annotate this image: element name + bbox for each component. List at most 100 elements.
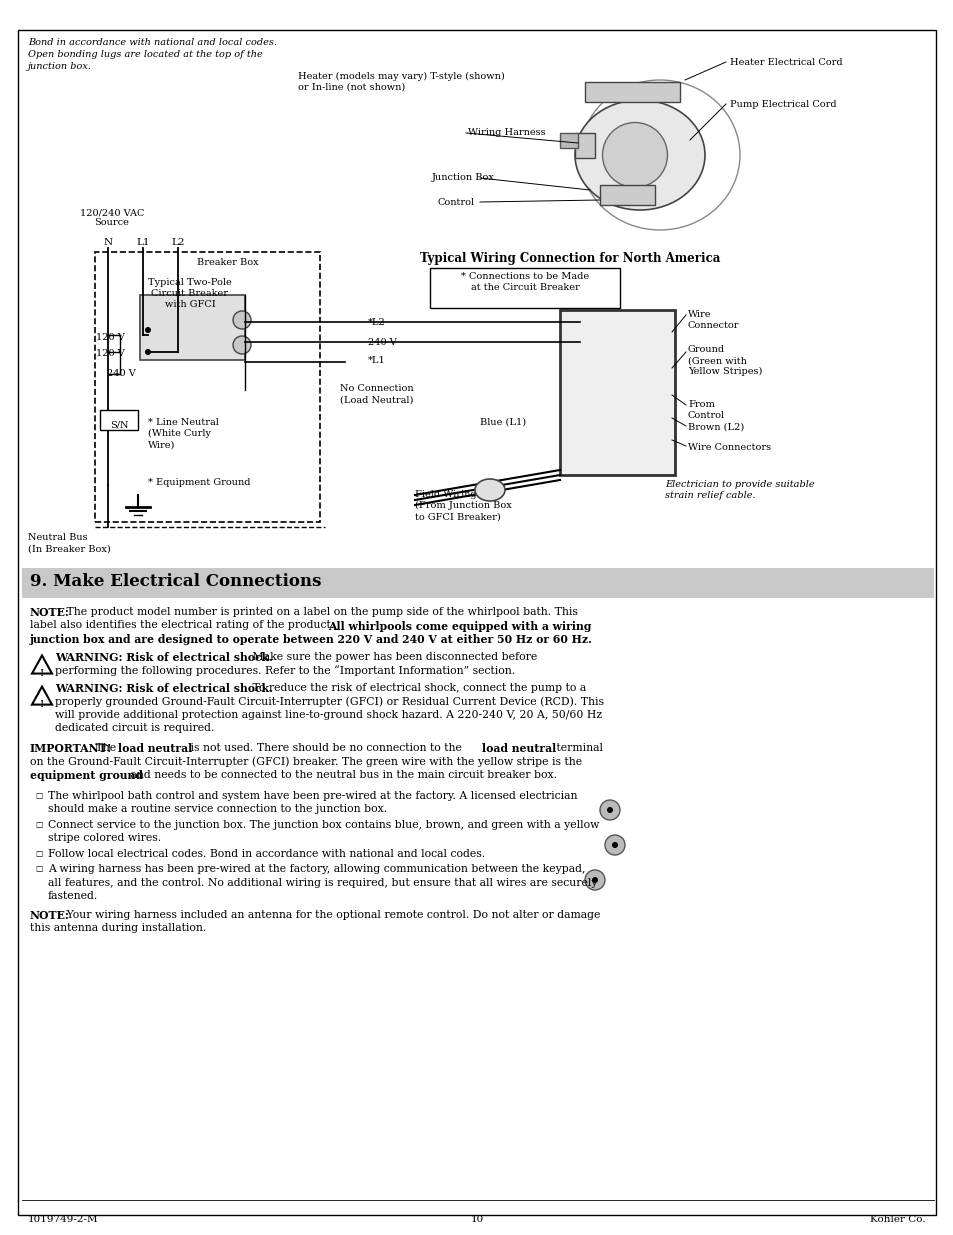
Text: Brown (L2): Brown (L2) bbox=[687, 424, 743, 432]
Text: The: The bbox=[91, 743, 119, 753]
Text: Kohler Co.: Kohler Co. bbox=[869, 1215, 925, 1224]
Text: this antenna during installation.: this antenna during installation. bbox=[30, 923, 206, 934]
Bar bbox=[22, 568, 933, 598]
Text: all features, and the control. No additional wiring is required, but ensure that: all features, and the control. No additi… bbox=[48, 878, 597, 888]
Text: Blue (L1): Blue (L1) bbox=[479, 417, 525, 427]
Text: Typical Wiring Connection for North America: Typical Wiring Connection for North Amer… bbox=[419, 252, 720, 266]
Bar bbox=[559, 310, 675, 475]
Circle shape bbox=[145, 350, 151, 354]
Bar bbox=[575, 133, 595, 158]
Text: will provide additional protection against line-to-ground shock hazard. A 220-24: will provide additional protection again… bbox=[55, 710, 601, 720]
Ellipse shape bbox=[602, 122, 667, 188]
Text: Your wiring harness included an antenna for the optional remote control. Do not : Your wiring harness included an antenna … bbox=[63, 910, 599, 920]
Text: A wiring harness has been pre-wired at the factory, allowing communication betwe: A wiring harness has been pre-wired at t… bbox=[48, 864, 585, 874]
Bar bbox=[100, 410, 138, 430]
Circle shape bbox=[604, 835, 624, 855]
Circle shape bbox=[606, 806, 613, 813]
Ellipse shape bbox=[475, 479, 504, 501]
Text: S/N: S/N bbox=[110, 420, 128, 429]
Text: Wire
Connector: Wire Connector bbox=[687, 310, 739, 330]
Text: The whirlpool bath control and system have been pre-wired at the factory. A lice: The whirlpool bath control and system ha… bbox=[48, 790, 577, 800]
Text: The product model number is printed on a label on the pump side of the whirlpool: The product model number is printed on a… bbox=[63, 606, 578, 618]
Text: □: □ bbox=[35, 850, 42, 857]
Text: Breaker Box: Breaker Box bbox=[197, 258, 258, 267]
Text: on the Ground-Fault Circuit-Interrupter (GFCI) breaker. The green wire with the : on the Ground-Fault Circuit-Interrupter … bbox=[30, 757, 581, 767]
Text: Junction Box: Junction Box bbox=[432, 173, 495, 182]
Circle shape bbox=[233, 311, 251, 329]
Text: Pump Electrical Cord: Pump Electrical Cord bbox=[729, 100, 836, 109]
Text: load neutral: load neutral bbox=[118, 743, 193, 755]
Text: stripe colored wires.: stripe colored wires. bbox=[48, 834, 161, 844]
Text: fastened.: fastened. bbox=[48, 892, 98, 902]
Text: 1019749-2-M: 1019749-2-M bbox=[28, 1215, 98, 1224]
Text: From
Control: From Control bbox=[687, 400, 724, 420]
Circle shape bbox=[612, 842, 618, 848]
Text: 9. Make Electrical Connections: 9. Make Electrical Connections bbox=[30, 573, 321, 590]
Text: N: N bbox=[103, 238, 112, 247]
Circle shape bbox=[592, 877, 598, 883]
Text: L2: L2 bbox=[172, 238, 185, 247]
Text: * Equipment Ground: * Equipment Ground bbox=[148, 478, 251, 487]
Text: Heater (models may vary) T-style (shown)
or In-line (not shown): Heater (models may vary) T-style (shown)… bbox=[297, 72, 504, 91]
Ellipse shape bbox=[575, 100, 704, 210]
Text: * Connections to be Made
at the Circuit Breaker: * Connections to be Made at the Circuit … bbox=[460, 272, 588, 293]
Text: □: □ bbox=[35, 864, 42, 873]
Bar bbox=[584, 82, 679, 103]
Text: Control: Control bbox=[437, 198, 475, 207]
Text: 240 V: 240 V bbox=[107, 369, 136, 378]
Text: NOTE:: NOTE: bbox=[30, 910, 70, 920]
Text: Follow local electrical codes. Bond in accordance with national and local codes.: Follow local electrical codes. Bond in a… bbox=[48, 848, 485, 858]
Circle shape bbox=[584, 869, 604, 890]
Text: *L1: *L1 bbox=[368, 356, 385, 366]
Text: !: ! bbox=[40, 668, 44, 678]
Text: 120/240 VAC
Source: 120/240 VAC Source bbox=[80, 207, 144, 227]
Text: Make sure the power has been disconnected before: Make sure the power has been disconnecte… bbox=[249, 652, 537, 662]
Text: To reduce the risk of electrical shock, connect the pump to a: To reduce the risk of electrical shock, … bbox=[249, 683, 586, 693]
Text: WARNING: Risk of electrical shock.: WARNING: Risk of electrical shock. bbox=[55, 652, 273, 662]
Text: Ground
(Green with
Yellow Stripes): Ground (Green with Yellow Stripes) bbox=[687, 345, 761, 377]
Text: Wiring Harness: Wiring Harness bbox=[468, 128, 545, 137]
Bar bbox=[430, 268, 619, 308]
Text: !: ! bbox=[40, 699, 44, 709]
Text: *L2: *L2 bbox=[368, 317, 385, 327]
Text: Typical Two-Pole
Circuit Breaker
with GFCI: Typical Two-Pole Circuit Breaker with GF… bbox=[148, 278, 232, 309]
Text: 120 V: 120 V bbox=[96, 350, 125, 358]
Text: □: □ bbox=[35, 792, 42, 799]
Text: and needs to be connected to the neutral bus in the main circuit breaker box.: and needs to be connected to the neutral… bbox=[127, 771, 557, 781]
Text: should make a routine service connection to the junction box.: should make a routine service connection… bbox=[48, 804, 387, 814]
Text: equipment ground: equipment ground bbox=[30, 771, 143, 782]
Text: Connect service to the junction box. The junction box contains blue, brown, and : Connect service to the junction box. The… bbox=[48, 820, 598, 830]
Text: is not used. There should be no connection to the: is not used. There should be no connecti… bbox=[187, 743, 465, 753]
Text: IMPORTANT!: IMPORTANT! bbox=[30, 743, 112, 755]
Text: Electrician to provide suitable
strain relief cable.: Electrician to provide suitable strain r… bbox=[664, 480, 814, 500]
Polygon shape bbox=[32, 656, 52, 673]
Text: Field Wiring
(From Junction Box
to GFCI Breaker): Field Wiring (From Junction Box to GFCI … bbox=[415, 490, 511, 521]
Text: □: □ bbox=[35, 820, 42, 829]
Text: Heater Electrical Cord: Heater Electrical Cord bbox=[729, 58, 841, 67]
Circle shape bbox=[599, 800, 619, 820]
Text: dedicated circuit is required.: dedicated circuit is required. bbox=[55, 724, 214, 734]
Text: 10: 10 bbox=[470, 1215, 483, 1224]
Text: properly grounded Ground-Fault Circuit-Interrupter (GFCI) or Residual Current De: properly grounded Ground-Fault Circuit-I… bbox=[55, 697, 603, 706]
Bar bbox=[599, 185, 655, 205]
Text: * Line Neutral
(White Curly
Wire): * Line Neutral (White Curly Wire) bbox=[148, 417, 218, 450]
Circle shape bbox=[145, 327, 151, 333]
Text: 120 V: 120 V bbox=[96, 333, 125, 342]
Text: label also identifies the electrical rating of the product.: label also identifies the electrical rat… bbox=[30, 620, 337, 631]
Text: Neutral Bus
(In Breaker Box): Neutral Bus (In Breaker Box) bbox=[28, 534, 111, 553]
Text: WARNING: Risk of electrical shock.: WARNING: Risk of electrical shock. bbox=[55, 683, 273, 694]
Text: junction box and are designed to operate between 220 V and 240 V at either 50 Hz: junction box and are designed to operate… bbox=[30, 634, 592, 645]
Text: No Connection
(Load Neutral): No Connection (Load Neutral) bbox=[339, 384, 414, 404]
Text: All whirlpools come equipped with a wiring: All whirlpools come equipped with a wiri… bbox=[328, 620, 591, 631]
Circle shape bbox=[233, 336, 251, 354]
Polygon shape bbox=[32, 687, 52, 705]
Bar bbox=[140, 295, 245, 359]
Bar bbox=[559, 133, 578, 148]
Text: Bond in accordance with national and local codes.
Open bonding lugs are located : Bond in accordance with national and loc… bbox=[28, 38, 276, 70]
Bar bbox=[95, 252, 319, 522]
Text: terminal: terminal bbox=[553, 743, 602, 753]
Text: NOTE:: NOTE: bbox=[30, 606, 70, 618]
Text: load neutral: load neutral bbox=[481, 743, 556, 755]
Text: Wire Connectors: Wire Connectors bbox=[687, 443, 770, 452]
Text: performing the following procedures. Refer to the “Important Information” sectio: performing the following procedures. Ref… bbox=[55, 666, 515, 676]
